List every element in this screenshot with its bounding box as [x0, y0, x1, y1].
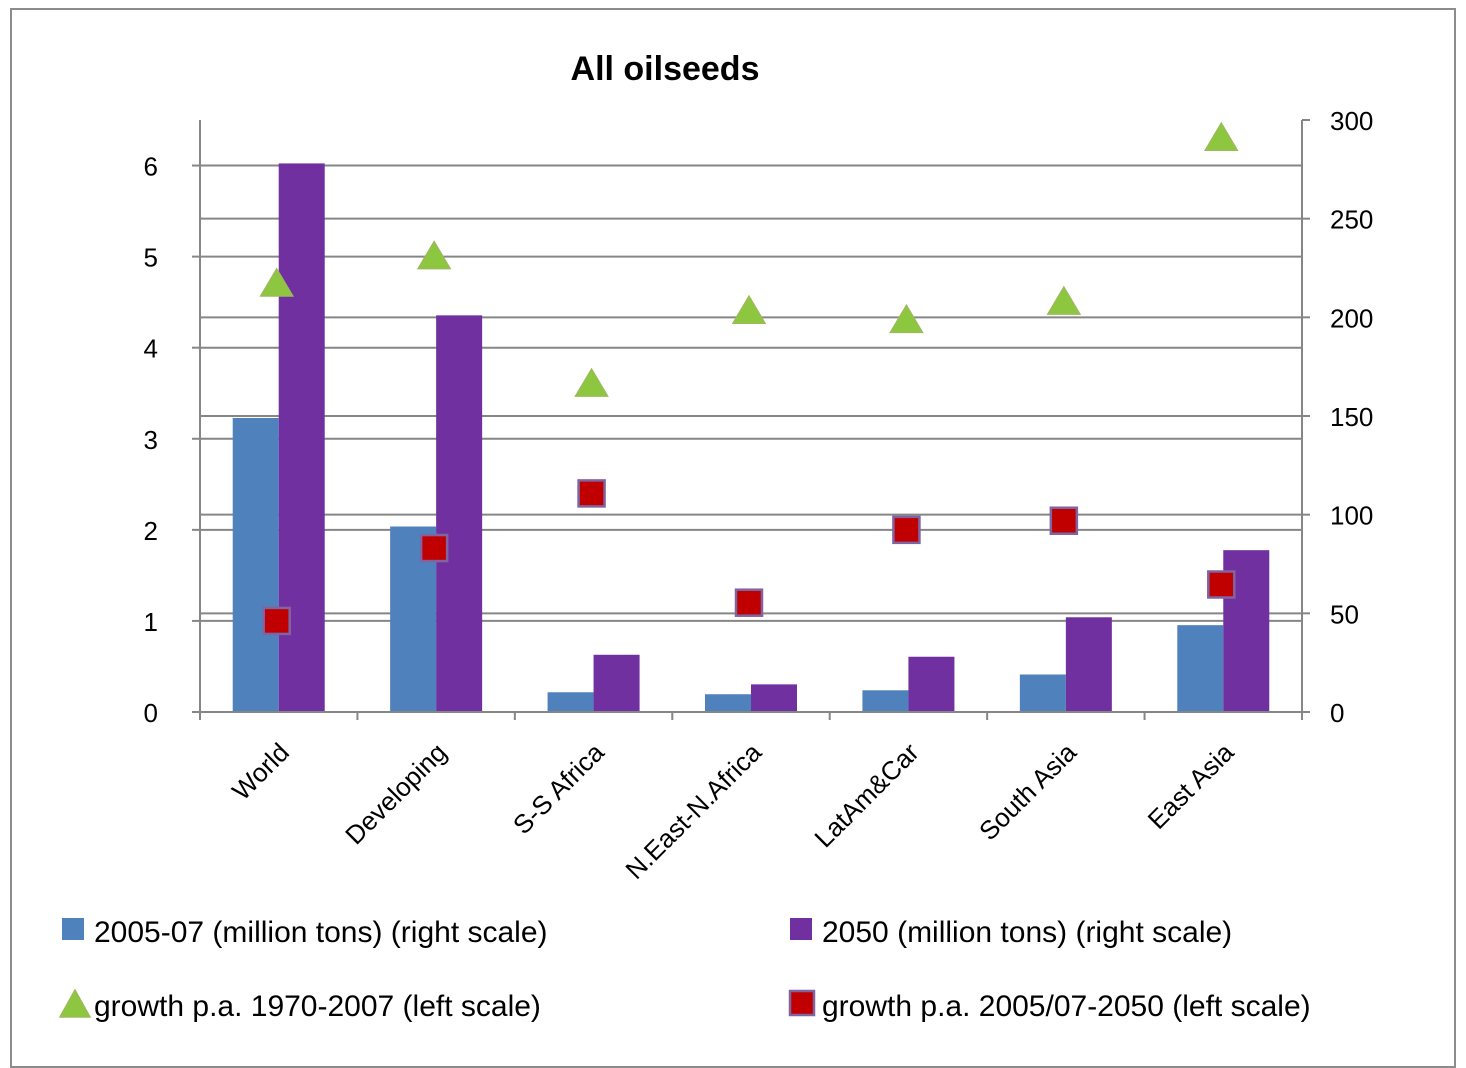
triangle-marker-6 — [1203, 121, 1239, 151]
legend-label-2: growth p.a. 1970-2007 (left scale) — [94, 990, 541, 1023]
gridlines — [200, 164, 1302, 622]
square-marker-6 — [1207, 570, 1236, 599]
right-tick-label-0: 0 — [1330, 698, 1344, 728]
legend-swatch-3 — [788, 989, 816, 1017]
left-tick-label-0: 0 — [144, 698, 158, 728]
right-tick-label-5: 250 — [1330, 205, 1373, 235]
legend-label-1: 2050 (million tons) (right scale) — [822, 916, 1232, 949]
bar-1-1 — [436, 315, 483, 712]
triangle-marker-5 — [1046, 285, 1082, 315]
bar-0-0 — [232, 417, 279, 712]
chart-title: All oilseeds — [571, 50, 760, 88]
bar-series — [232, 163, 1270, 712]
square-marker-1 — [419, 533, 449, 563]
square-marker-5 — [1049, 506, 1079, 535]
marker-series — [259, 121, 1239, 636]
triangle-marker-4 — [889, 303, 924, 334]
x-label-4: LatAm&Car — [808, 737, 924, 853]
triangle-marker-1 — [416, 240, 452, 270]
triangle-marker-3 — [731, 294, 767, 325]
bar-0-5 — [1019, 674, 1066, 712]
right-tick-label-2: 100 — [1330, 501, 1373, 531]
left-tick-label-3: 3 — [144, 425, 158, 455]
x-label-6: East Asia — [1142, 737, 1240, 835]
bar-1-2 — [593, 654, 640, 712]
bar-0-6 — [1177, 625, 1224, 712]
bar-0-2 — [547, 692, 594, 712]
bar-1-5 — [1065, 617, 1112, 712]
right-tick-label-3: 150 — [1330, 402, 1373, 432]
triangle-marker-2 — [574, 367, 609, 397]
legend-swatch-2 — [58, 988, 92, 1018]
legend-label-3: growth p.a. 2005/07-2050 (left scale) — [822, 990, 1311, 1023]
bar-1-3 — [751, 684, 797, 712]
square-marker-2 — [577, 479, 606, 508]
axes: 0 1 2 3 4 5 6 0 50 100 150 200 250 300 — [144, 106, 1374, 728]
x-axis-labels: World Developing S-S Africa N.East-N.Africa… — [226, 737, 1240, 885]
x-label-5: South Asia — [973, 737, 1082, 846]
bar-1-4 — [908, 656, 955, 712]
legend-swatch-1 — [790, 918, 812, 940]
triangle-marker-0 — [259, 267, 295, 297]
right-tick-label-1: 50 — [1330, 599, 1359, 629]
left-tick-label-1: 1 — [144, 607, 158, 637]
x-label-0: World — [226, 737, 295, 806]
x-label-1: Developing — [339, 737, 452, 850]
right-tick-label-6: 300 — [1330, 106, 1373, 136]
legend-swatch-0 — [62, 918, 84, 940]
left-tick-label-5: 5 — [144, 243, 158, 273]
bar-0-4 — [862, 690, 909, 712]
legend: 2005-07 (million tons) (right scale) 2050… — [58, 916, 1311, 1023]
legend-label-0: 2005-07 (million tons) (right scale) — [94, 916, 548, 949]
x-label-3: N.East-N.Africa — [619, 737, 767, 885]
square-marker-3 — [734, 588, 764, 617]
bar-0-3 — [705, 694, 751, 712]
left-tick-label-4: 4 — [144, 334, 158, 364]
left-tick-label-6: 6 — [144, 152, 158, 182]
left-tick-label-2: 2 — [144, 516, 158, 546]
square-marker-4 — [892, 515, 921, 545]
square-marker-0 — [262, 606, 291, 636]
oilseeds-chart: All oilseeds 0 1 2 3 4 5 6 0 50 100 150 200 250 300 W… — [58, 50, 1374, 1023]
right-tick-label-4: 200 — [1330, 303, 1373, 333]
x-label-2: S-S Africa — [507, 737, 610, 840]
